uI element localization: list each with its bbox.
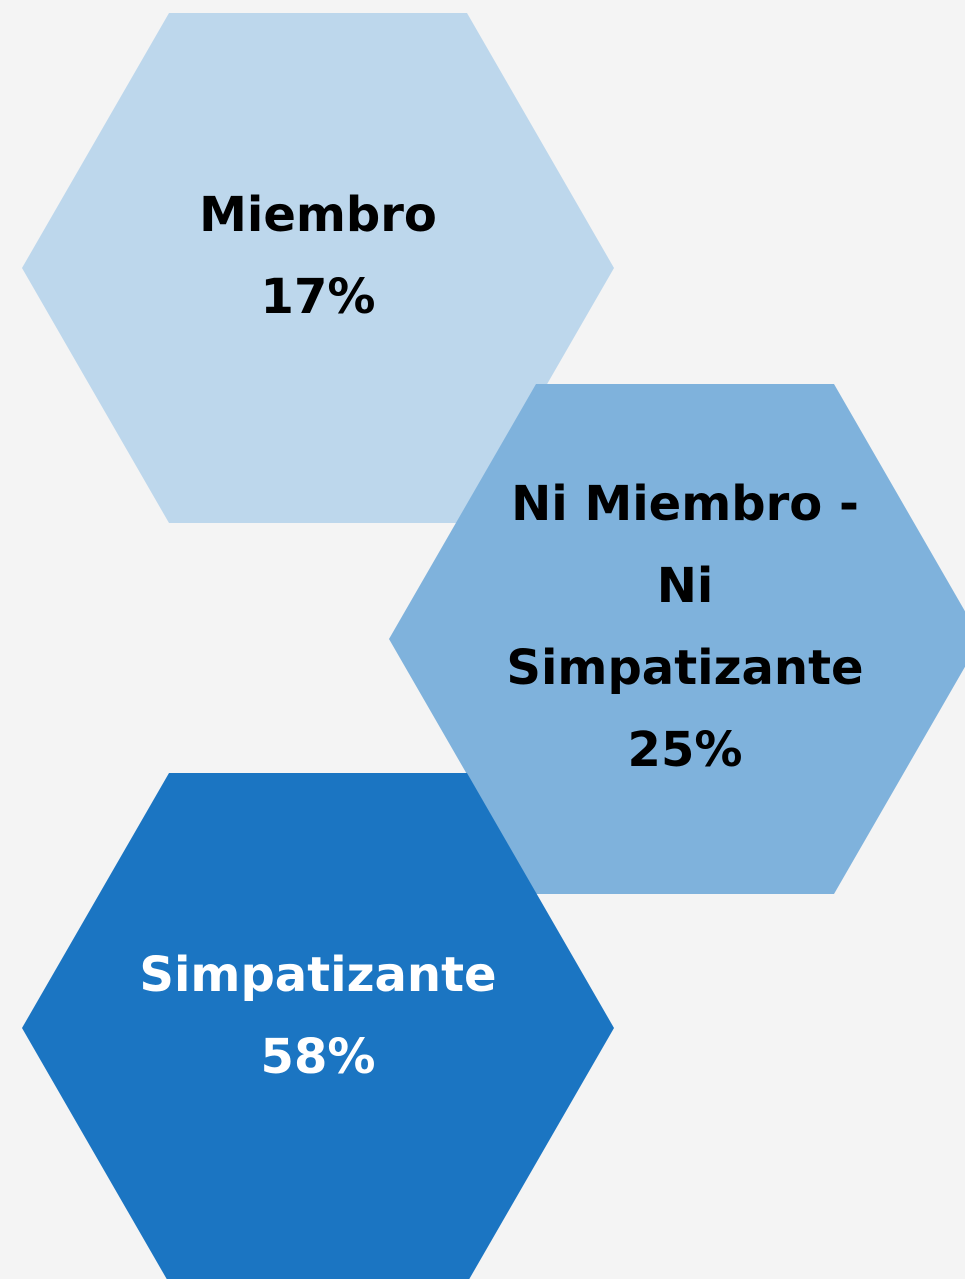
value-label: 25% [627, 722, 743, 778]
hexagon-label: Simpatizante 58% [108, 934, 528, 1098]
category-label: Miembro [199, 187, 437, 243]
hexagon [22, 773, 614, 1279]
value-label: 58% [260, 1029, 376, 1085]
hexagon-label: Ni Miembro - Ni Simpatizante 25% [490, 463, 880, 791]
hexagon-label: Miembro 17% [128, 174, 508, 338]
category-label: Ni Miembro - Ni Simpatizante [506, 476, 864, 696]
category-label: Simpatizante [139, 947, 497, 1003]
value-label: 17% [260, 269, 376, 325]
hexagon [389, 384, 965, 894]
hexagon [22, 13, 614, 523]
